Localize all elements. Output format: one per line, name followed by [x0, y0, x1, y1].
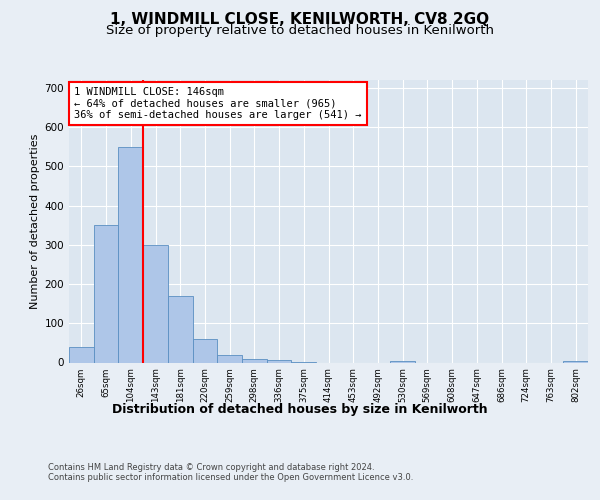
Y-axis label: Number of detached properties: Number of detached properties: [31, 134, 40, 309]
Bar: [118, 146, 143, 362]
Text: Contains public sector information licensed under the Open Government Licence v3: Contains public sector information licen…: [48, 474, 413, 482]
Bar: [563, 360, 588, 362]
Text: Contains HM Land Registry data © Crown copyright and database right 2024.: Contains HM Land Registry data © Crown c…: [48, 462, 374, 471]
Bar: [217, 354, 242, 362]
Bar: [69, 347, 94, 362]
Bar: [94, 225, 118, 362]
Bar: [193, 339, 217, 362]
Bar: [143, 245, 168, 362]
Bar: [242, 358, 267, 362]
Bar: [390, 360, 415, 362]
Text: 1 WINDMILL CLOSE: 146sqm
← 64% of detached houses are smaller (965)
36% of semi-: 1 WINDMILL CLOSE: 146sqm ← 64% of detach…: [74, 87, 362, 120]
Bar: [267, 360, 292, 362]
Bar: [168, 296, 193, 362]
Text: 1, WINDMILL CLOSE, KENILWORTH, CV8 2GQ: 1, WINDMILL CLOSE, KENILWORTH, CV8 2GQ: [110, 12, 490, 28]
Text: Size of property relative to detached houses in Kenilworth: Size of property relative to detached ho…: [106, 24, 494, 37]
Text: Distribution of detached houses by size in Kenilworth: Distribution of detached houses by size …: [112, 402, 488, 415]
